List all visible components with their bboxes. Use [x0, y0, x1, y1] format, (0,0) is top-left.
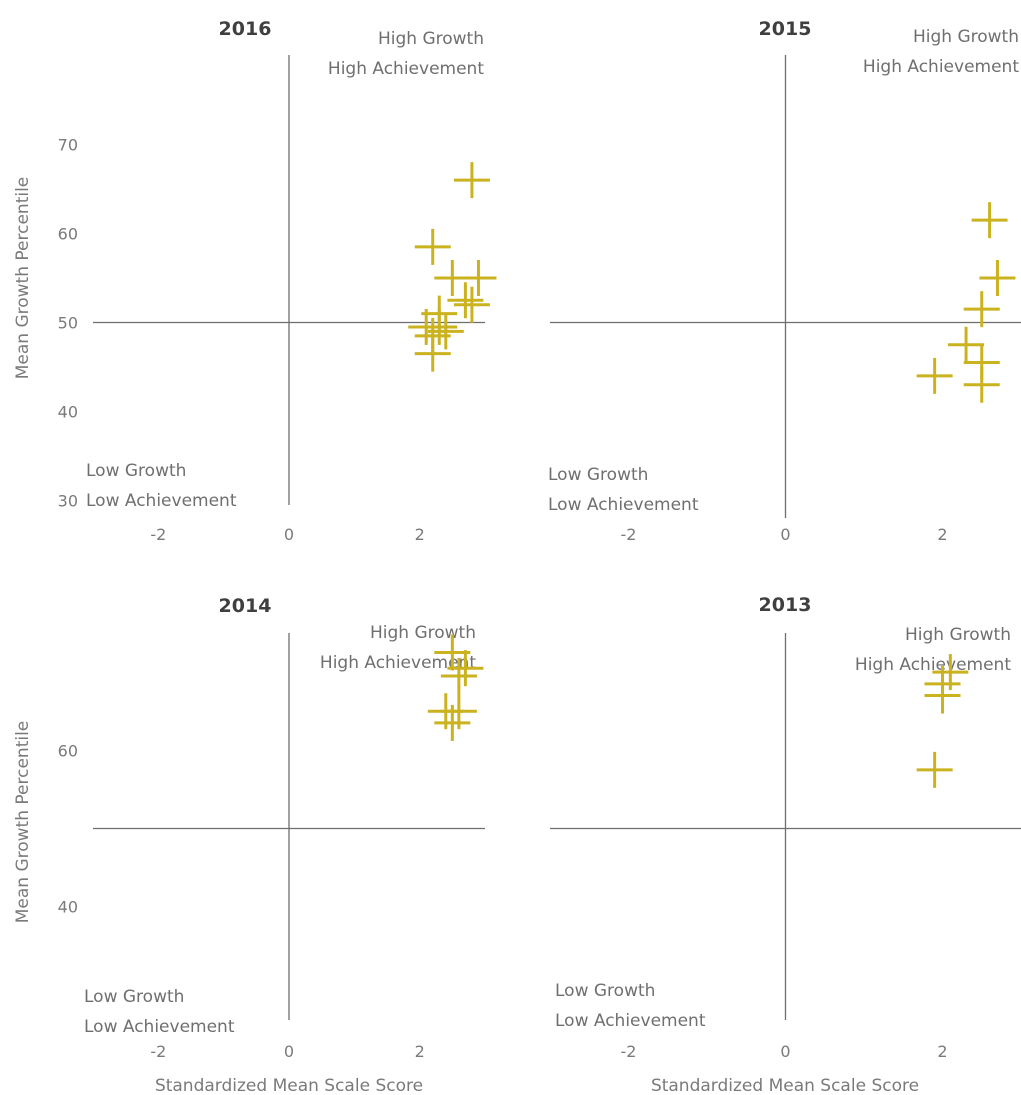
- quadrant-label-low-achievement: Low Achievement: [84, 1017, 235, 1037]
- quadrant-label-high-growth: High Growth: [913, 27, 1019, 47]
- x-tick-label: 0: [284, 525, 294, 544]
- x-tick-label: 0: [780, 525, 790, 544]
- quadrant-label-low-growth: Low Growth: [555, 981, 655, 1001]
- data-point: [916, 751, 953, 788]
- quadrant-label-high-achievement: High Achievement: [863, 57, 1019, 77]
- data-point: [447, 650, 484, 687]
- x-tick-label: 0: [284, 1042, 294, 1061]
- x-tick-label: 2: [415, 1042, 425, 1061]
- data-point: [979, 260, 1016, 296]
- quadrant-label-low-growth: Low Growth: [86, 461, 186, 481]
- data-point: [440, 658, 477, 695]
- y-axis-title: Mean Growth Percentile: [13, 177, 33, 380]
- data-point: [453, 162, 490, 199]
- y-tick-label: 40: [58, 403, 78, 422]
- y-tick-label: 50: [58, 314, 78, 333]
- quadrant-label-low-achievement: Low Achievement: [555, 1011, 706, 1031]
- x-axis-title: Standardized Mean Scale Score: [651, 1076, 919, 1095]
- quadrant-label-low-growth: Low Growth: [84, 987, 184, 1007]
- quadrant-label-high-growth: High Growth: [378, 29, 484, 49]
- quadrant-label-high-achievement: High Achievement: [320, 653, 476, 673]
- quadrant-label-low-achievement: Low Achievement: [86, 491, 237, 511]
- quadrant-label-high-growth: High Growth: [905, 625, 1011, 645]
- data-point: [963, 366, 1000, 403]
- data-point: [453, 286, 490, 323]
- panel-2016: 2016 High Growth High Achievement Low Growt…: [13, 18, 497, 544]
- y-tick-label: 60: [58, 741, 78, 760]
- data-point: [414, 335, 451, 372]
- x-tick-label: 2: [937, 525, 947, 544]
- panel-title: 2014: [219, 595, 272, 617]
- y-tick-label: 40: [58, 898, 78, 917]
- data-point: [916, 357, 953, 394]
- data-point: [421, 308, 458, 345]
- panel-2015: 2015 High Growth High Achievement Low Growt…: [548, 18, 1021, 544]
- x-tick-label: -2: [150, 525, 166, 544]
- x-tick-label: 2: [415, 525, 425, 544]
- quadrant-label-high-growth: High Growth: [370, 623, 476, 643]
- data-point: [447, 282, 484, 319]
- y-tick-label: 30: [58, 492, 78, 511]
- data-point: [948, 326, 985, 363]
- x-axis-title: Standardized Mean Scale Score: [155, 1076, 423, 1095]
- quadrant-label-high-achievement: High Achievement: [328, 59, 484, 79]
- x-tick-label: 0: [780, 1042, 790, 1061]
- panel-title: 2013: [759, 594, 812, 616]
- data-point: [414, 228, 451, 265]
- y-axis-title: Mean Growth Percentile: [13, 721, 33, 924]
- data-point: [924, 677, 961, 714]
- x-tick-label: 2: [937, 1042, 947, 1061]
- panel-title: 2015: [759, 18, 812, 40]
- panel-2014: 2014 High Growth High Achievement Low Growt…: [13, 595, 485, 1095]
- x-tick-label: -2: [621, 525, 637, 544]
- quadrant-label-low-growth: Low Growth: [548, 465, 648, 485]
- quadrant-label-low-achievement: Low Achievement: [548, 495, 699, 515]
- quadrant-label-high-achievement: High Achievement: [855, 655, 1011, 675]
- y-tick-label: 60: [58, 225, 78, 244]
- x-tick-label: -2: [150, 1042, 166, 1061]
- x-tick-label: -2: [621, 1042, 637, 1061]
- y-tick-label: 70: [58, 136, 78, 155]
- data-point: [963, 291, 1000, 328]
- data-point: [434, 704, 471, 741]
- panel-title: 2016: [219, 18, 272, 40]
- data-point: [460, 260, 497, 296]
- data-point: [971, 202, 1008, 239]
- panel-2013: 2013 High Growth High Achievement Low Growt…: [550, 594, 1021, 1095]
